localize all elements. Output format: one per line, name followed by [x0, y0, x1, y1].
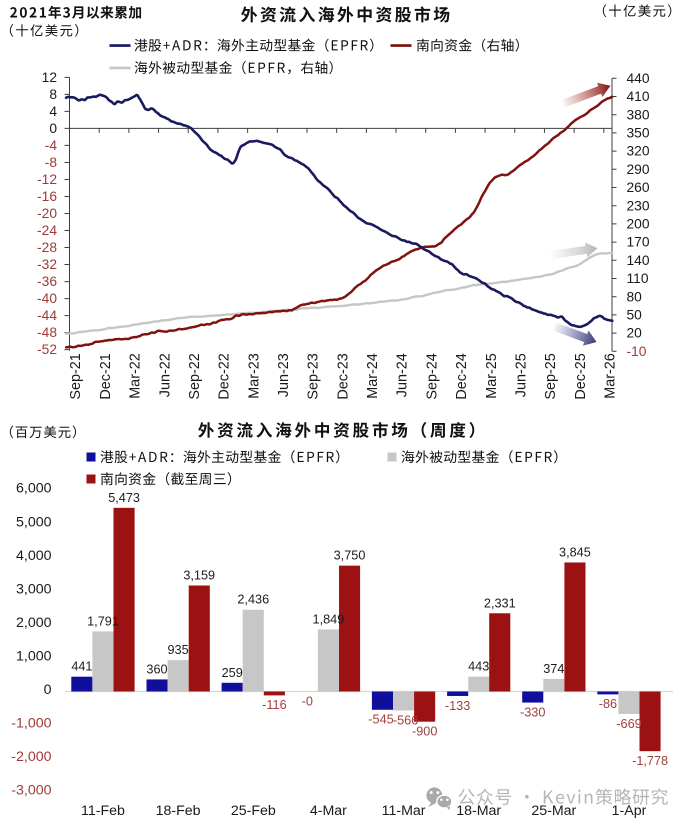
svg-text:0: 0	[49, 121, 57, 136]
svg-text:Dec-23: Dec-23	[335, 353, 351, 399]
svg-text:8: 8	[49, 87, 57, 102]
svg-text:4-Mar: 4-Mar	[310, 803, 347, 819]
svg-text:1,849: 1,849	[313, 612, 345, 626]
svg-text:11-Mar: 11-Mar	[382, 803, 426, 819]
svg-text:Sep-25: Sep-25	[543, 353, 559, 399]
svg-text:11-Feb: 11-Feb	[81, 803, 125, 819]
svg-text:-1,000: -1,000	[11, 716, 51, 732]
svg-text:-32: -32	[37, 257, 57, 272]
svg-text:3,845: 3,845	[559, 546, 591, 560]
svg-text:25-Feb: 25-Feb	[231, 803, 276, 819]
svg-text:Jun-24: Jun-24	[395, 353, 411, 397]
svg-text:Dec-25: Dec-25	[573, 353, 589, 399]
svg-text:Sep-22: Sep-22	[187, 353, 203, 399]
svg-text:0: 0	[44, 682, 52, 698]
svg-text:Sep-24: Sep-24	[424, 353, 440, 399]
svg-text:6,000: 6,000	[16, 481, 52, 497]
svg-text:25-Mar: 25-Mar	[531, 803, 576, 819]
svg-text:360: 360	[146, 662, 167, 676]
svg-text:Dec-22: Dec-22	[217, 353, 233, 399]
svg-text:290: 290	[627, 162, 650, 177]
svg-text:-900: -900	[412, 725, 437, 739]
svg-text:-40: -40	[37, 291, 57, 306]
svg-text:4: 4	[49, 104, 57, 119]
svg-text:320: 320	[627, 144, 650, 159]
svg-text:-330: -330	[520, 705, 545, 719]
svg-text:-12: -12	[37, 172, 57, 187]
svg-text:230: 230	[627, 198, 650, 213]
svg-text:-4: -4	[45, 138, 58, 153]
svg-text:3,000: 3,000	[16, 581, 52, 597]
svg-text:-86: -86	[599, 697, 617, 711]
svg-text:1,791: 1,791	[87, 614, 119, 628]
svg-text:1-Apr: 1-Apr	[612, 803, 647, 819]
svg-text:Mar-25: Mar-25	[484, 353, 500, 399]
svg-text:443: 443	[468, 660, 489, 674]
svg-text:18-Feb: 18-Feb	[156, 803, 201, 819]
svg-text:200: 200	[627, 217, 650, 232]
svg-text:-566: -566	[393, 713, 418, 727]
svg-text:4,000: 4,000	[16, 548, 52, 564]
svg-text:Jun-23: Jun-23	[276, 353, 292, 397]
svg-text:-545: -545	[368, 713, 393, 727]
svg-text:380: 380	[627, 107, 650, 122]
svg-text:350: 350	[627, 126, 650, 141]
svg-text:-20: -20	[37, 206, 57, 221]
svg-text:-0: -0	[302, 694, 313, 708]
svg-text:2,331: 2,331	[484, 596, 516, 610]
svg-text:-116: -116	[262, 698, 286, 712]
svg-text:441: 441	[71, 660, 92, 674]
svg-text:-3,000: -3,000	[11, 783, 51, 799]
svg-text:Sep-21: Sep-21	[68, 353, 84, 399]
svg-text:Sep-23: Sep-23	[306, 353, 322, 399]
svg-text:Dec-21: Dec-21	[98, 353, 114, 399]
svg-text:-133: -133	[445, 699, 470, 713]
svg-text:-52: -52	[37, 342, 57, 357]
svg-text:-48: -48	[37, 325, 57, 340]
svg-text:12: 12	[42, 70, 57, 85]
svg-text:374: 374	[543, 662, 564, 676]
svg-text:50: 50	[627, 308, 643, 323]
svg-text:20: 20	[627, 326, 643, 341]
svg-text:-2,000: -2,000	[11, 749, 51, 765]
svg-text:Mar-26: Mar-26	[603, 353, 619, 399]
svg-text:-1,778: -1,778	[632, 754, 668, 768]
svg-text:-44: -44	[37, 308, 57, 323]
svg-text:2,000: 2,000	[16, 615, 52, 631]
svg-text:935: 935	[168, 643, 189, 657]
svg-text:Mar-23: Mar-23	[246, 353, 262, 399]
svg-text:5,473: 5,473	[108, 491, 140, 505]
svg-text:-8: -8	[45, 155, 58, 170]
svg-text:18-Mar: 18-Mar	[456, 803, 501, 819]
svg-text:Dec-24: Dec-24	[454, 353, 470, 399]
svg-text:140: 140	[627, 253, 650, 268]
svg-text:-669: -669	[616, 717, 641, 731]
svg-text:80: 80	[627, 289, 643, 304]
svg-text:259: 259	[222, 666, 243, 680]
svg-text:-16: -16	[37, 189, 57, 204]
svg-text:-28: -28	[37, 240, 57, 255]
svg-text:410: 410	[627, 89, 650, 104]
svg-text:2,436: 2,436	[237, 593, 269, 607]
svg-text:-24: -24	[37, 223, 57, 238]
svg-text:260: 260	[627, 180, 650, 195]
svg-text:5,000: 5,000	[16, 514, 52, 530]
svg-text:Mar-22: Mar-22	[128, 353, 144, 399]
svg-text:1,000: 1,000	[16, 649, 52, 665]
svg-text:-36: -36	[37, 274, 57, 289]
svg-text:Jun-22: Jun-22	[157, 353, 173, 397]
svg-text:3,159: 3,159	[183, 569, 215, 583]
svg-text:3,750: 3,750	[334, 549, 366, 563]
svg-text:440: 440	[627, 71, 650, 86]
svg-text:Mar-24: Mar-24	[365, 353, 381, 399]
svg-text:-10: -10	[627, 344, 647, 359]
svg-text:170: 170	[627, 235, 650, 250]
svg-text:110: 110	[627, 271, 649, 286]
svg-text:Jun-25: Jun-25	[514, 353, 530, 397]
